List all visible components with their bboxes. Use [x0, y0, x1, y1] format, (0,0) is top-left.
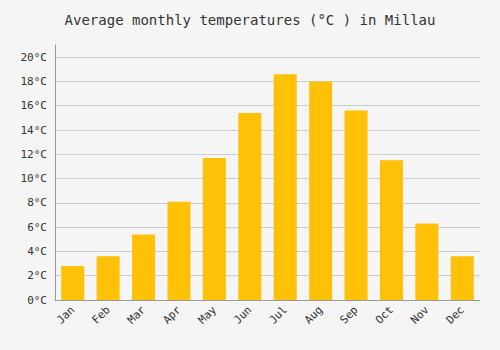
svg-text:Feb: Feb — [89, 303, 112, 326]
svg-text:18°C: 18°C — [21, 75, 48, 88]
svg-text:0°C: 0°C — [27, 294, 47, 307]
svg-text:16°C: 16°C — [21, 99, 48, 112]
svg-text:Nov: Nov — [408, 303, 431, 326]
svg-text:Mar: Mar — [125, 303, 148, 326]
svg-text:14°C: 14°C — [21, 124, 48, 137]
svg-text:Dec: Dec — [444, 303, 467, 326]
svg-text:20°C: 20°C — [21, 51, 48, 64]
svg-text:Aug: Aug — [302, 303, 325, 326]
svg-text:10°C: 10°C — [21, 172, 48, 185]
svg-text:Oct: Oct — [373, 303, 396, 326]
svg-text:12°C: 12°C — [21, 148, 48, 161]
svg-text:2°C: 2°C — [27, 269, 47, 282]
svg-text:Jan: Jan — [54, 303, 77, 326]
svg-text:4°C: 4°C — [27, 245, 47, 258]
svg-text:Average monthly temperatures (: Average monthly temperatures (°C ) in Mi… — [65, 12, 436, 28]
svg-text:Apr: Apr — [160, 303, 183, 326]
svg-text:Jul: Jul — [267, 303, 290, 326]
svg-text:May: May — [196, 303, 219, 326]
svg-text:6°C: 6°C — [27, 221, 47, 234]
svg-text:8°C: 8°C — [27, 196, 47, 209]
svg-text:Sep: Sep — [337, 303, 360, 326]
svg-text:Jun: Jun — [231, 303, 254, 326]
